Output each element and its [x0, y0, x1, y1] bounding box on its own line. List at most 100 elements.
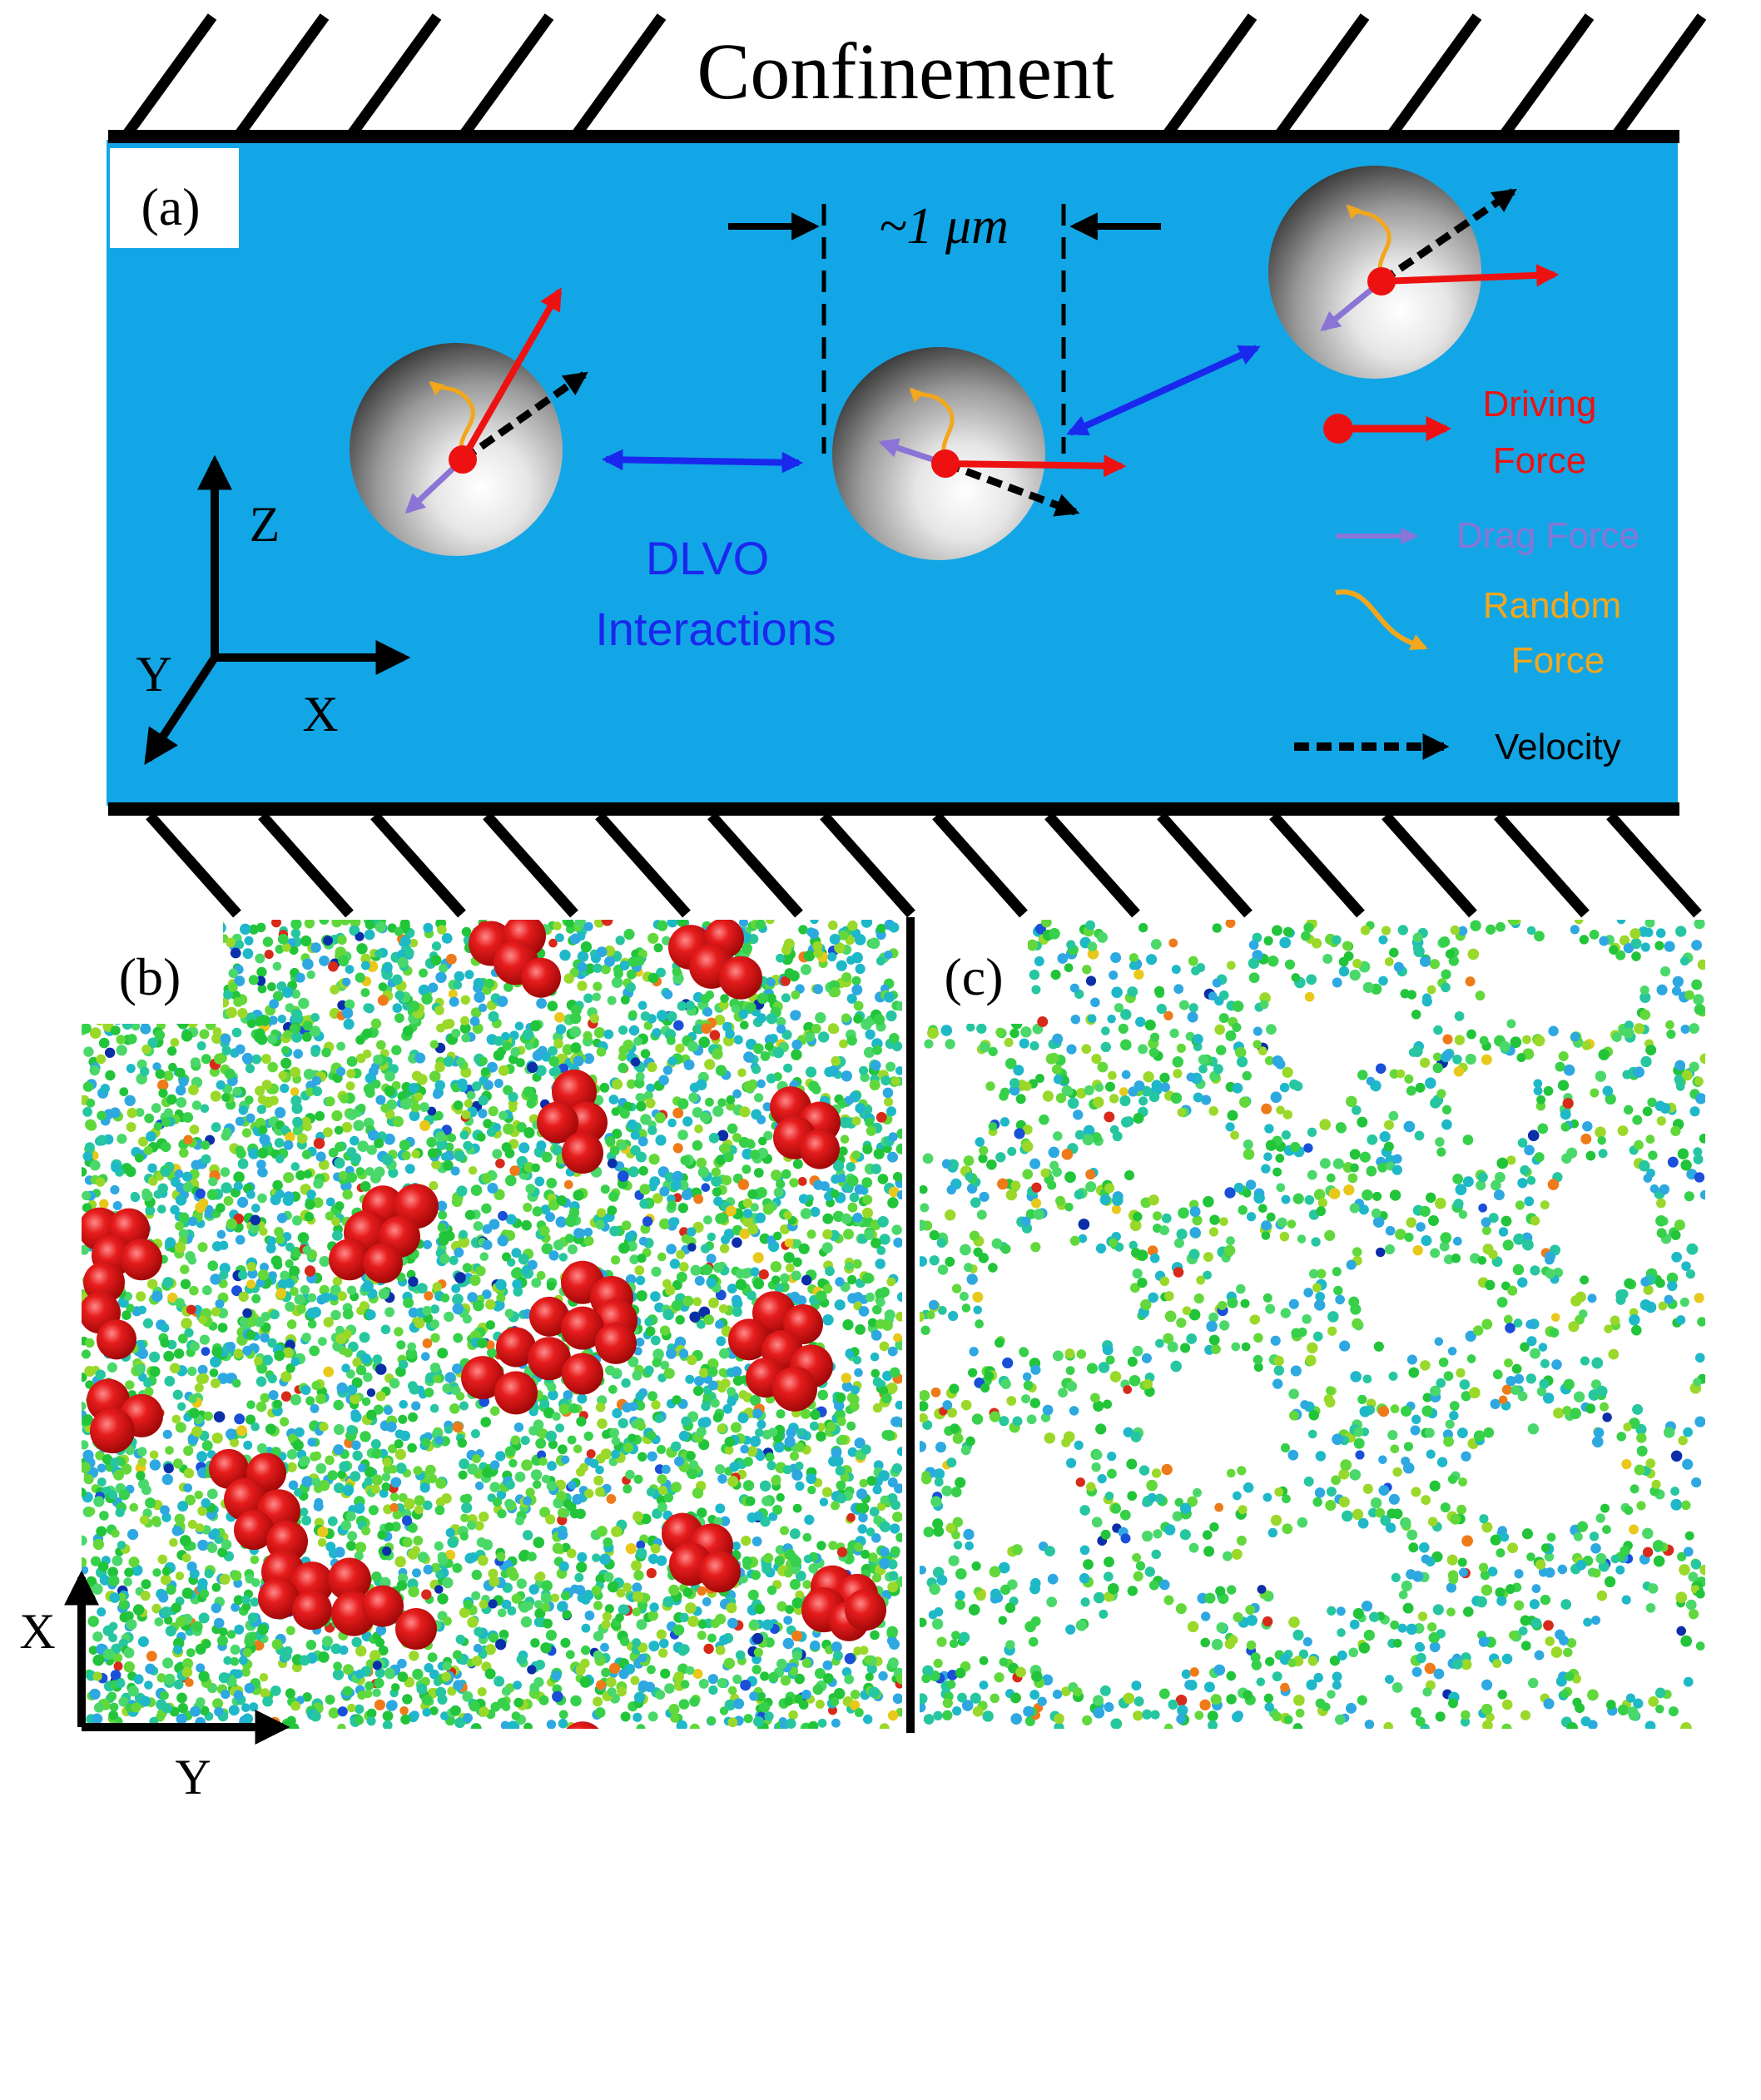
small-particle [137, 1447, 147, 1457]
small-particle [318, 1337, 327, 1346]
small-particle [890, 1546, 900, 1556]
small-particle [538, 1045, 548, 1056]
small-particle [841, 972, 852, 983]
small-particle [439, 964, 448, 973]
small-particle [248, 975, 259, 985]
small-particle [862, 1272, 874, 1284]
small-particle [434, 1541, 444, 1551]
small-particle [160, 1338, 170, 1348]
small-particle [251, 1204, 260, 1213]
small-particle [494, 1676, 505, 1687]
small-particle [226, 1006, 237, 1019]
small-particle [310, 1403, 320, 1413]
small-particle [330, 985, 340, 995]
small-particle [505, 1214, 517, 1225]
small-particle [547, 1383, 557, 1393]
small-particle [527, 1665, 537, 1675]
small-particle [356, 943, 368, 955]
small-particle [301, 1149, 312, 1159]
small-particle [353, 1120, 365, 1131]
small-particle [459, 1401, 469, 1411]
small-particle [411, 1149, 420, 1159]
small-particle [394, 1327, 404, 1337]
small-particle [257, 1269, 270, 1281]
small-particle [449, 996, 459, 1007]
small-particle [584, 1611, 595, 1621]
small-particle [82, 1107, 92, 1117]
small-particle [844, 1674, 855, 1685]
small-particle [747, 1224, 759, 1235]
small-particle [99, 1199, 109, 1209]
small-particle [231, 1027, 242, 1038]
small-particle [523, 1162, 535, 1173]
small-particle [372, 1661, 382, 1671]
small-particle [86, 1098, 96, 1108]
small-particle [378, 1288, 390, 1300]
small-particle [318, 1651, 330, 1663]
small-particle [595, 1487, 605, 1497]
small-particle [618, 1025, 628, 1035]
small-particle [177, 1501, 189, 1512]
small-particle [838, 1146, 848, 1156]
small-particle [182, 1658, 194, 1670]
small-particle [721, 1234, 731, 1244]
small-particle [290, 1394, 302, 1406]
small-particle [365, 1088, 375, 1098]
small-particle [749, 1691, 759, 1701]
small-particle [808, 1720, 819, 1729]
small-particle [133, 1674, 144, 1685]
small-particle [868, 937, 880, 950]
small-particle [217, 1373, 230, 1384]
small-particle [294, 1293, 305, 1305]
small-particle [221, 1093, 231, 1102]
small-particle [892, 1512, 902, 1522]
small-particle [674, 1456, 684, 1467]
small-particle [873, 1148, 885, 1159]
small-particle [620, 1636, 630, 1646]
small-particle [601, 1667, 611, 1678]
small-particle [592, 1553, 601, 1562]
small-particle [281, 942, 291, 952]
small-particle [96, 1134, 107, 1146]
small-particle [241, 1128, 252, 1138]
small-particle [719, 1244, 730, 1254]
small-particle [382, 1546, 392, 1556]
small-particle [722, 1175, 732, 1186]
small-particle [271, 920, 281, 928]
small-particle [856, 1488, 868, 1500]
small-particle [260, 1054, 271, 1065]
small-particle [868, 1686, 880, 1698]
small-particle [441, 933, 453, 944]
small-particle [375, 1637, 385, 1648]
small-particle [647, 1062, 657, 1073]
small-particle [780, 1273, 790, 1283]
small-particle [432, 1282, 442, 1292]
small-particle [789, 1178, 799, 1188]
small-particle [762, 1204, 774, 1215]
small-particle [256, 922, 266, 933]
small-particle [745, 1496, 756, 1507]
small-particle [844, 1095, 854, 1105]
small-particle [576, 1467, 586, 1477]
small-particle [521, 1219, 532, 1231]
small-particle [841, 1667, 852, 1677]
small-particle [427, 1148, 439, 1159]
small-particle [881, 1393, 892, 1404]
small-particle [163, 1070, 174, 1081]
small-particle [275, 1288, 287, 1298]
small-particle [583, 1030, 593, 1040]
small-particle [672, 1395, 682, 1405]
small-particle [315, 1462, 327, 1474]
small-particle [85, 1338, 95, 1348]
small-particle [481, 1203, 492, 1214]
small-particle [712, 1262, 724, 1273]
small-particle [563, 1390, 573, 1400]
small-particle [522, 1530, 533, 1541]
small-particle [662, 1065, 673, 1075]
small-particle [714, 1015, 726, 1025]
small-particle [817, 1389, 828, 1401]
small-particle [520, 1616, 533, 1628]
small-particle [834, 1400, 845, 1412]
small-particle [331, 1217, 340, 1226]
small-particle [846, 993, 857, 1004]
